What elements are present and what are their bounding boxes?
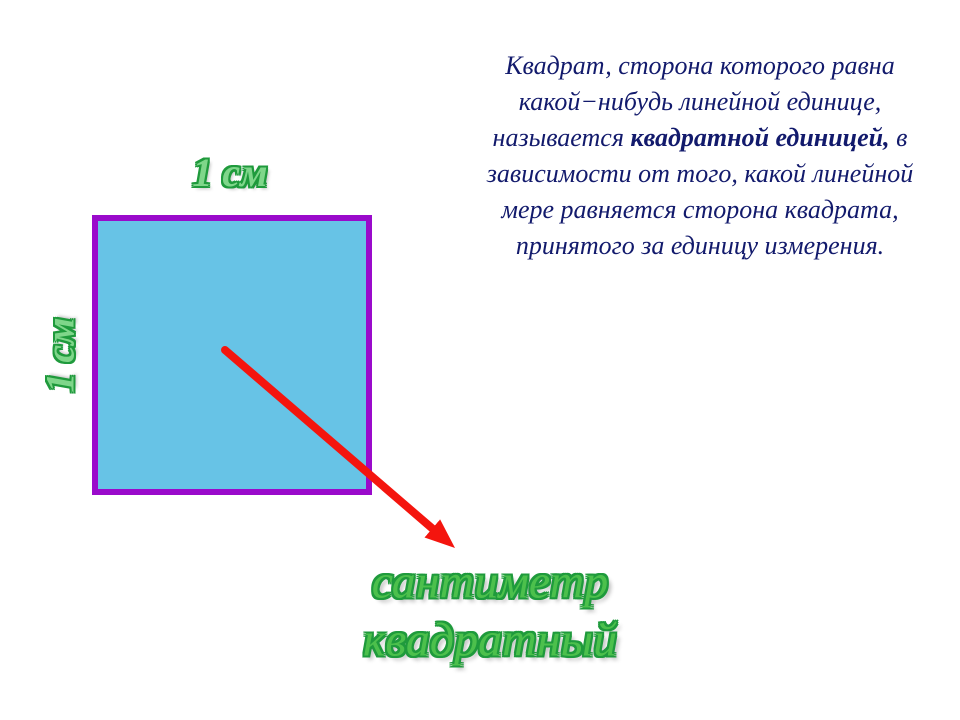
top-side-label: 1 см xyxy=(192,149,267,196)
slide-stage: 1 см 1 см Квадрат, сторона которого равн… xyxy=(0,0,960,720)
left-side-label: 1 см xyxy=(37,317,84,392)
result-label-line2: квадратный xyxy=(363,613,617,668)
definition-text: Квадрат, сторона которого равна какой−ни… xyxy=(470,48,930,264)
definition-strong: квадратной единицей, xyxy=(630,123,889,152)
result-label-line1: сантиметр xyxy=(372,555,609,610)
unit-square xyxy=(92,215,372,495)
